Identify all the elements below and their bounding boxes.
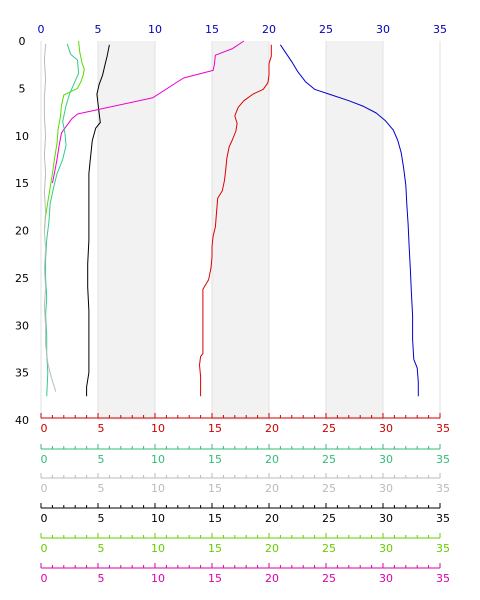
green-axis-tick-label: 25 [322, 542, 336, 555]
depth-axis-tick-label: 5 [19, 82, 26, 95]
magenta-axis-tick-label: 20 [265, 572, 279, 585]
lightgray-axis-tick-label: 5 [98, 482, 105, 495]
red-axis-tick-label: 30 [379, 422, 393, 435]
teal-axis-tick-label: 5 [98, 453, 105, 466]
depth-axis-tick-label: 10 [15, 130, 29, 143]
black-axis-tick-label: 10 [151, 512, 165, 525]
magenta-axis-tick-label: 10 [151, 572, 165, 585]
top-axis-tick-label: 0 [38, 23, 45, 36]
black-axis-tick-label: 25 [322, 512, 336, 525]
series-line-red [199, 44, 272, 397]
green-axis-tick-label: 30 [379, 542, 393, 555]
red-axis-tick-label: 15 [208, 422, 222, 435]
series-line-green [43, 40, 85, 231]
teal-axis-tick-label: 25 [322, 453, 336, 466]
teal-axis-tick-label: 20 [265, 453, 279, 466]
shaded-band-1 [212, 41, 269, 420]
red-axis-tick-label: 10 [151, 422, 165, 435]
black-axis-tick-label: 35 [436, 512, 450, 525]
green-axis-tick-label: 0 [41, 542, 48, 555]
teal-axis-tick-label: 0 [41, 453, 48, 466]
top-axis-tick-label: 20 [262, 23, 276, 36]
series-line-magenta [51, 40, 245, 184]
series-line-teal [45, 43, 80, 397]
black-axis-tick-label: 20 [265, 512, 279, 525]
depth-axis-tick-label: 15 [15, 177, 29, 190]
black-axis-tick-label: 30 [379, 512, 393, 525]
depth-axis-tick-label: 40 [15, 414, 29, 427]
magenta-axis-tick-label: 30 [379, 572, 393, 585]
lightgray-axis-tick-label: 10 [151, 482, 165, 495]
top-axis-tick-label: 5 [95, 23, 102, 36]
shaded-band-0 [98, 41, 155, 420]
black-axis-tick-label: 15 [208, 512, 222, 525]
lightgray-axis-tick-label: 20 [265, 482, 279, 495]
top-axis-tick-label: 35 [433, 23, 447, 36]
lightgray-axis-tick-label: 35 [436, 482, 450, 495]
green-axis-tick-label: 15 [208, 542, 222, 555]
lightgray-axis-tick-label: 25 [322, 482, 336, 495]
black-axis-tick-label: 5 [98, 512, 105, 525]
green-axis-tick-label: 5 [98, 542, 105, 555]
green-axis-tick-label: 20 [265, 542, 279, 555]
series-line-top [279, 44, 419, 397]
series-line-black [86, 44, 110, 397]
magenta-axis-tick-label: 25 [322, 572, 336, 585]
lightgray-axis-tick-label: 30 [379, 482, 393, 495]
red-axis-tick-label: 20 [265, 422, 279, 435]
red-axis-tick-label: 25 [322, 422, 336, 435]
red-axis-tick-label: 0 [41, 422, 48, 435]
teal-axis-tick-label: 30 [379, 453, 393, 466]
magenta-axis-tick-label: 5 [98, 572, 105, 585]
depth-axis-tick-label: 20 [15, 225, 29, 238]
green-axis-tick-label: 35 [436, 542, 450, 555]
depth-axis-tick-label: 30 [15, 319, 29, 332]
top-axis-tick-label: 10 [148, 23, 162, 36]
series-line-lightgray [43, 43, 57, 392]
top-axis-tick-label: 15 [205, 23, 219, 36]
magenta-axis-tick-label: 0 [41, 572, 48, 585]
teal-axis-tick-label: 15 [208, 453, 222, 466]
top-axis-tick-label: 30 [376, 23, 390, 36]
teal-axis-tick-label: 10 [151, 453, 165, 466]
black-axis-tick-label: 0 [41, 512, 48, 525]
lightgray-axis-tick-label: 15 [208, 482, 222, 495]
depth-axis-tick-label: 35 [15, 367, 29, 380]
teal-axis-tick-label: 35 [436, 453, 450, 466]
shaded-band-2 [326, 41, 383, 420]
red-axis-tick-label: 35 [436, 422, 450, 435]
red-axis-tick-label: 5 [98, 422, 105, 435]
magenta-axis-tick-label: 35 [436, 572, 450, 585]
depth-axis-tick-label: 0 [19, 35, 26, 48]
depth-axis-tick-label: 25 [15, 272, 29, 285]
top-axis-tick-label: 25 [319, 23, 333, 36]
green-axis-tick-label: 10 [151, 542, 165, 555]
magenta-axis-tick-label: 15 [208, 572, 222, 585]
lightgray-axis-tick-label: 0 [41, 482, 48, 495]
